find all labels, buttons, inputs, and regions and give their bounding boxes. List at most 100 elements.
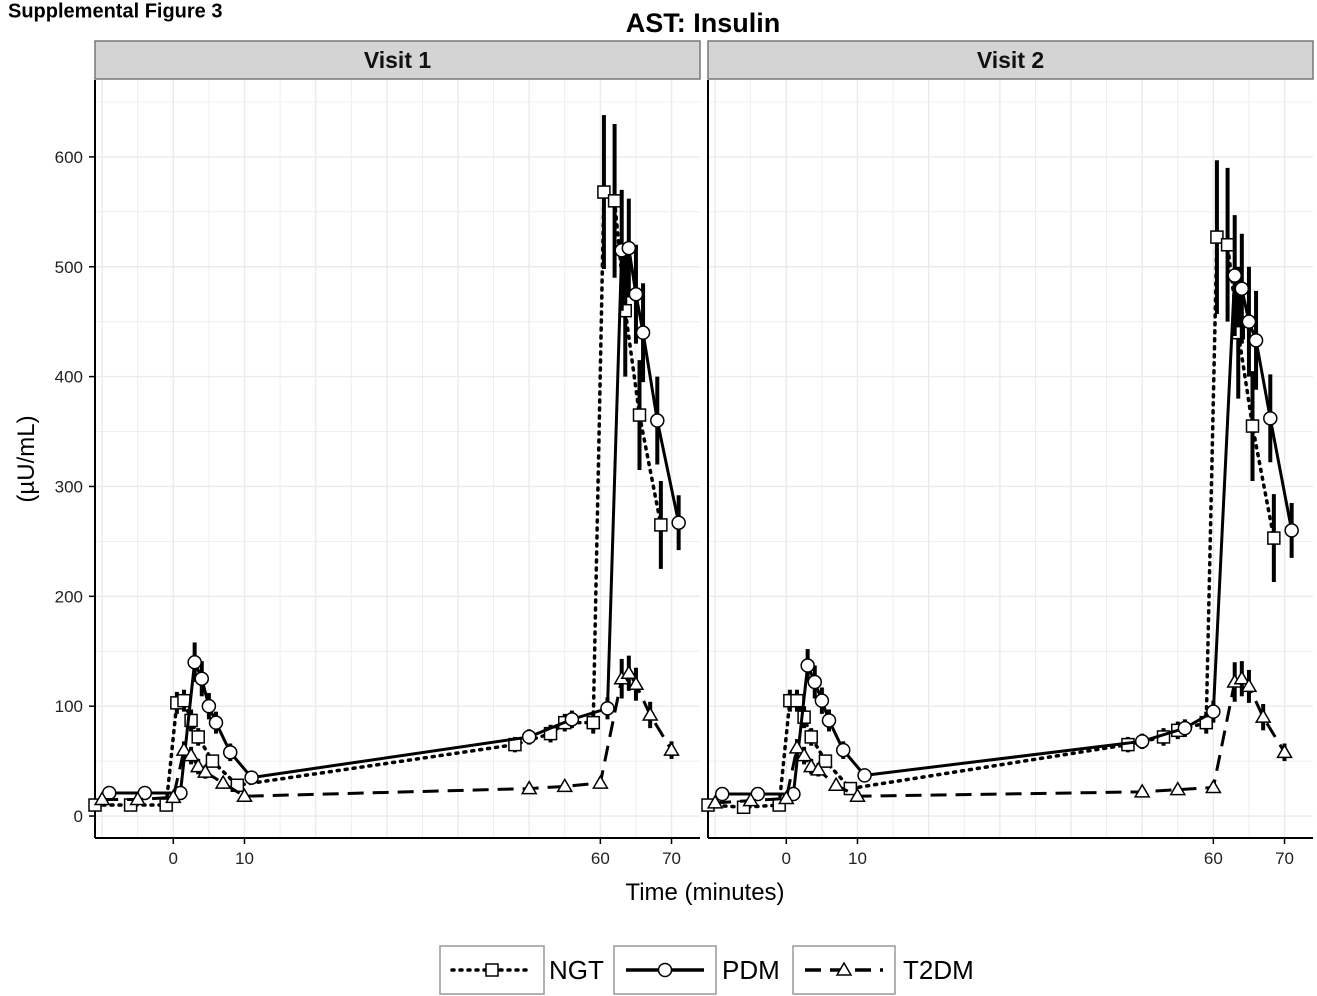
x-tick-label: 10 <box>235 849 254 868</box>
data-point <box>164 788 182 804</box>
legend: NGT PDM T2DM <box>439 945 974 995</box>
y-tick-label: 100 <box>55 697 83 716</box>
data-point <box>641 706 659 721</box>
data-point <box>1206 704 1221 719</box>
data-point <box>632 408 647 422</box>
data-point <box>818 754 833 768</box>
data-point <box>628 286 644 302</box>
strip-header <box>707 40 1314 80</box>
panel-2: Visit 2 0 10 60 70 <box>701 40 1314 868</box>
data-point <box>201 698 217 714</box>
x-tick-label: 0 <box>782 849 791 868</box>
legend-label: NGT <box>549 955 604 985</box>
series-pdm <box>101 189 686 801</box>
data-point <box>586 715 600 730</box>
data-point <box>197 763 214 778</box>
x-tick-label: 70 <box>1275 849 1294 868</box>
data-point <box>214 774 232 789</box>
data-point <box>521 729 537 745</box>
data-point <box>205 754 220 768</box>
data-point <box>807 674 823 690</box>
data-point <box>654 518 668 532</box>
data-point <box>804 730 818 744</box>
data-point <box>849 787 866 803</box>
data-point <box>706 794 724 809</box>
series-t2dm <box>706 661 1293 809</box>
y-tick-label: 0 <box>74 807 83 826</box>
series-pdm <box>714 215 1299 802</box>
data-point <box>129 791 147 806</box>
data-point <box>790 693 804 708</box>
data-point <box>1263 411 1278 426</box>
x-axis-title: Time (minutes) <box>625 879 784 906</box>
page-header: Supplemental Figure 3 <box>8 1 222 23</box>
x-tick-label: 60 <box>1204 849 1223 868</box>
data-point <box>592 774 609 789</box>
data-point <box>187 654 202 670</box>
x-tick-label: 0 <box>169 849 178 868</box>
data-point <box>821 713 837 728</box>
data-point <box>520 780 538 795</box>
data-point <box>1267 531 1281 545</box>
data-point <box>663 741 680 756</box>
data-point <box>1254 708 1272 723</box>
data-point <box>177 693 191 708</box>
data-point <box>843 781 858 796</box>
data-point <box>600 701 615 716</box>
legend-marker <box>657 962 673 978</box>
data-point <box>621 240 637 256</box>
data-point <box>1133 783 1151 798</box>
grid <box>95 80 700 838</box>
data-point <box>627 675 645 690</box>
y-tick-label: 500 <box>55 258 83 277</box>
data-point <box>742 792 760 807</box>
data-point <box>564 712 580 727</box>
legend-label: PDM <box>722 955 780 985</box>
data-point <box>1220 238 1235 252</box>
legend-label: T2DM <box>903 955 974 985</box>
panel-1: Visit 1 0 10 60 70 0 100 200 300 400 500 600 <box>55 40 701 868</box>
y-tick-label: 300 <box>55 477 83 496</box>
data-point <box>1227 268 1242 283</box>
data-point <box>194 671 210 686</box>
data-point <box>236 787 253 803</box>
data-point <box>1248 333 1264 348</box>
y-tick-label: 600 <box>55 148 83 167</box>
data-point <box>1205 778 1222 794</box>
data-point <box>857 768 872 783</box>
data-point <box>800 658 815 673</box>
data-point <box>635 325 651 340</box>
legend-item-ngt: NGT <box>439 945 604 995</box>
data-point <box>835 742 851 758</box>
strip-label: Visit 1 <box>364 47 432 73</box>
data-point <box>1233 670 1251 685</box>
data-point <box>777 789 795 805</box>
data-point <box>1210 230 1224 244</box>
strip-label: Visit 2 <box>977 47 1044 73</box>
data-point <box>244 770 259 785</box>
data-point <box>795 747 813 762</box>
data-point <box>814 693 830 708</box>
data-point <box>1134 734 1150 749</box>
strip-header <box>94 40 701 80</box>
data-point <box>1245 419 1260 433</box>
data-point <box>1284 523 1299 538</box>
data-point <box>597 185 611 199</box>
data-point <box>797 710 811 724</box>
data-point <box>1169 781 1187 796</box>
legend-item-pdm: PDM <box>613 945 780 995</box>
legend-item-t2dm: T2DM <box>792 945 974 995</box>
data-point <box>1240 677 1258 693</box>
series-line <box>102 671 673 802</box>
y-axis-title: (µU/mL) <box>13 415 40 502</box>
data-point <box>1241 314 1257 329</box>
data-point <box>1177 720 1193 736</box>
data-point <box>189 758 207 773</box>
data-point <box>650 413 665 428</box>
data-point <box>810 761 827 776</box>
y-tick-label: 400 <box>55 368 83 387</box>
data-point <box>93 791 111 806</box>
data-point <box>222 745 238 760</box>
